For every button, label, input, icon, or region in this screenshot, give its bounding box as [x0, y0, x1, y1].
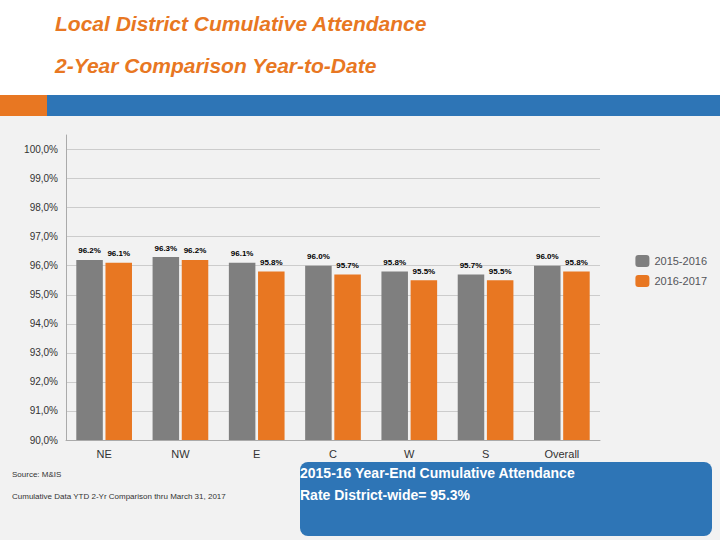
svg-text:95.7%: 95.7%	[336, 261, 359, 270]
svg-text:96.1%: 96.1%	[107, 249, 130, 258]
svg-text:2015-16 Year-End Cumulative At: 2015-16 Year-End Cumulative Attendance	[300, 465, 575, 481]
svg-text:94,0%: 94,0%	[30, 318, 58, 329]
svg-text:95.5%: 95.5%	[489, 267, 512, 276]
svg-text:Overall: Overall	[544, 448, 579, 460]
svg-text:Local District Cumulative Atte: Local District Cumulative Attendance	[55, 12, 427, 35]
svg-text:96.2%: 96.2%	[184, 246, 207, 255]
svg-text:92,0%: 92,0%	[30, 376, 58, 387]
svg-text:NW: NW	[171, 448, 190, 460]
svg-text:2016-2017: 2016-2017	[654, 275, 707, 287]
svg-text:96,0%: 96,0%	[30, 260, 58, 271]
svg-text:Source: M&IS: Source: M&IS	[12, 470, 61, 479]
svg-text:95.5%: 95.5%	[413, 267, 436, 276]
svg-text:96.0%: 96.0%	[307, 252, 330, 261]
svg-text:2-Year Comparison Year-to-Date: 2-Year Comparison Year-to-Date	[54, 54, 377, 77]
svg-text:95.8%: 95.8%	[383, 258, 406, 267]
svg-text:93,0%: 93,0%	[30, 347, 58, 358]
svg-text:100,0%: 100,0%	[24, 144, 58, 155]
svg-text:90,0%: 90,0%	[30, 435, 58, 446]
svg-text:E: E	[253, 448, 260, 460]
svg-text:96.3%: 96.3%	[154, 244, 177, 253]
svg-text:96.1%: 96.1%	[231, 249, 254, 258]
svg-text:W: W	[404, 448, 415, 460]
svg-text:2015-2016: 2015-2016	[654, 255, 707, 267]
svg-text:NE: NE	[97, 448, 112, 460]
svg-text:C: C	[329, 448, 337, 460]
svg-text:91,0%: 91,0%	[30, 405, 58, 416]
svg-text:95.7%: 95.7%	[460, 261, 483, 270]
svg-text:95.8%: 95.8%	[565, 258, 588, 267]
svg-text:Cumulative Data YTD 2-Yr Compa: Cumulative Data YTD 2-Yr Comparison thru…	[12, 492, 226, 501]
svg-text:99,0%: 99,0%	[30, 173, 58, 184]
svg-text:96.2%: 96.2%	[78, 246, 101, 255]
svg-text:95,0%: 95,0%	[30, 289, 58, 300]
svg-text:95.8%: 95.8%	[260, 258, 283, 267]
svg-text:96.0%: 96.0%	[536, 252, 559, 261]
svg-text:S: S	[482, 448, 489, 460]
svg-text:97,0%: 97,0%	[30, 231, 58, 242]
svg-text:Rate District-wide= 95.3%: Rate District-wide= 95.3%	[300, 487, 471, 503]
svg-text:98,0%: 98,0%	[30, 202, 58, 213]
